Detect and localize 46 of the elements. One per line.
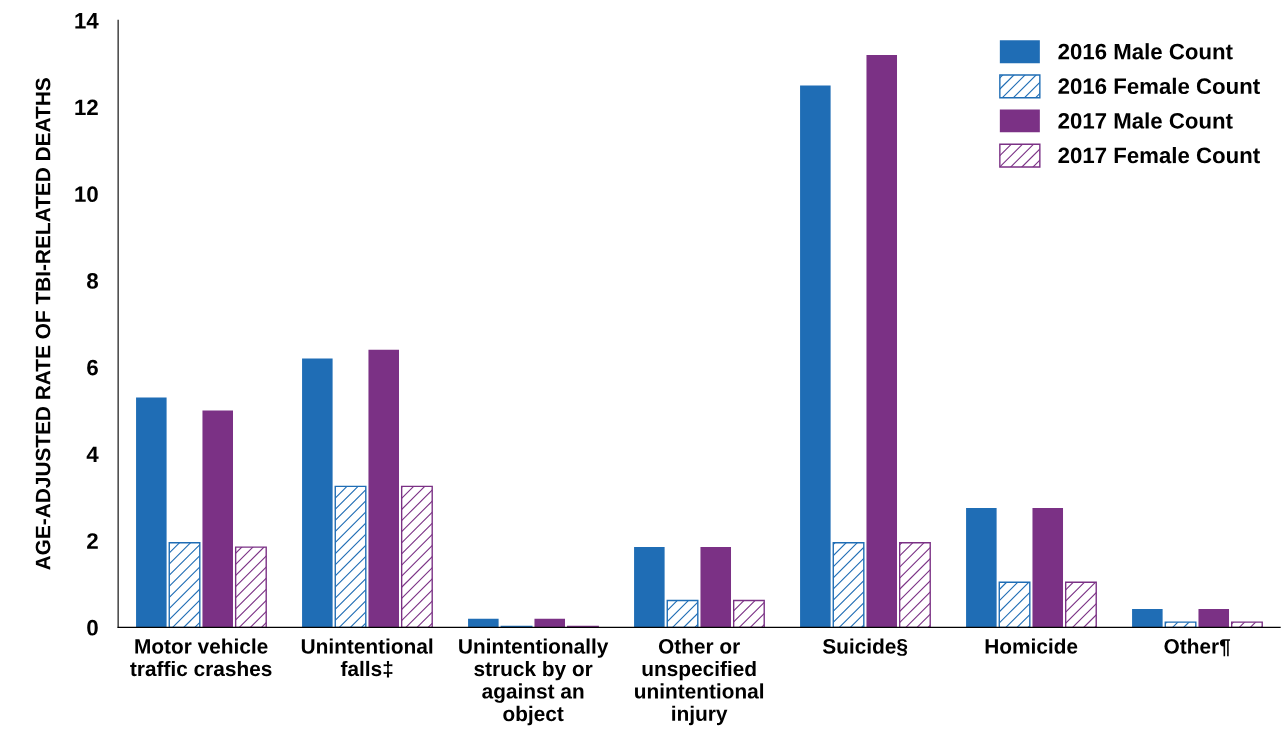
bar — [468, 618, 499, 628]
bar — [1230, 621, 1263, 628]
y-tick-label: 12 — [75, 99, 98, 116]
y-axis-title: AGE-ADJUSTED RATE OF TBI-RELATED DEATHS — [35, 78, 51, 570]
y-tick-label: 0 — [87, 619, 98, 636]
bar — [400, 485, 433, 628]
x-tick-label: Homicide — [985, 638, 1078, 654]
bar — [800, 85, 831, 628]
bar — [666, 599, 699, 628]
x-tick-label: Motor vehicle traffic crashes — [130, 638, 272, 677]
bar — [898, 542, 931, 628]
legend-label: 2017 Male Count — [1058, 112, 1233, 129]
x-tick-label: Other or unspecified unintentional injury — [635, 638, 764, 726]
bar — [634, 547, 665, 628]
bar — [368, 349, 399, 628]
legend-label: 2017 Female Count — [1058, 146, 1260, 164]
y-tick-label: 10 — [75, 186, 98, 203]
y-tick-label: 6 — [87, 359, 98, 376]
bar — [1032, 508, 1064, 628]
bar — [202, 410, 233, 628]
bar — [234, 546, 267, 628]
bar — [334, 485, 367, 628]
y-tick-label: 2 — [87, 533, 98, 549]
bar — [866, 55, 898, 628]
x-tick-label: Unintentionally struck by or against an object — [459, 638, 609, 726]
bar — [534, 618, 566, 628]
bar — [966, 508, 997, 628]
bar — [832, 542, 865, 628]
x-tick-label: Unintentional falls‡ — [301, 638, 433, 678]
y-tick-label: 8 — [87, 273, 98, 289]
bar — [302, 358, 333, 628]
bar — [700, 547, 732, 628]
bar — [1198, 609, 1230, 628]
legend-label: 2016 Female Count — [1058, 77, 1260, 95]
y-tick-label: 4 — [86, 446, 99, 462]
bar — [732, 599, 765, 628]
x-tick-label: Other¶ — [1164, 638, 1231, 657]
bar — [136, 397, 167, 628]
bar — [168, 542, 201, 628]
legend-label: 2016 Male Count — [1058, 43, 1233, 60]
y-tick-label: 14 — [75, 13, 99, 29]
bar — [1132, 609, 1163, 628]
bar — [1164, 621, 1197, 628]
bar — [1064, 581, 1097, 628]
x-tick-label: Suicide§ — [822, 638, 908, 656]
bar — [998, 581, 1031, 628]
